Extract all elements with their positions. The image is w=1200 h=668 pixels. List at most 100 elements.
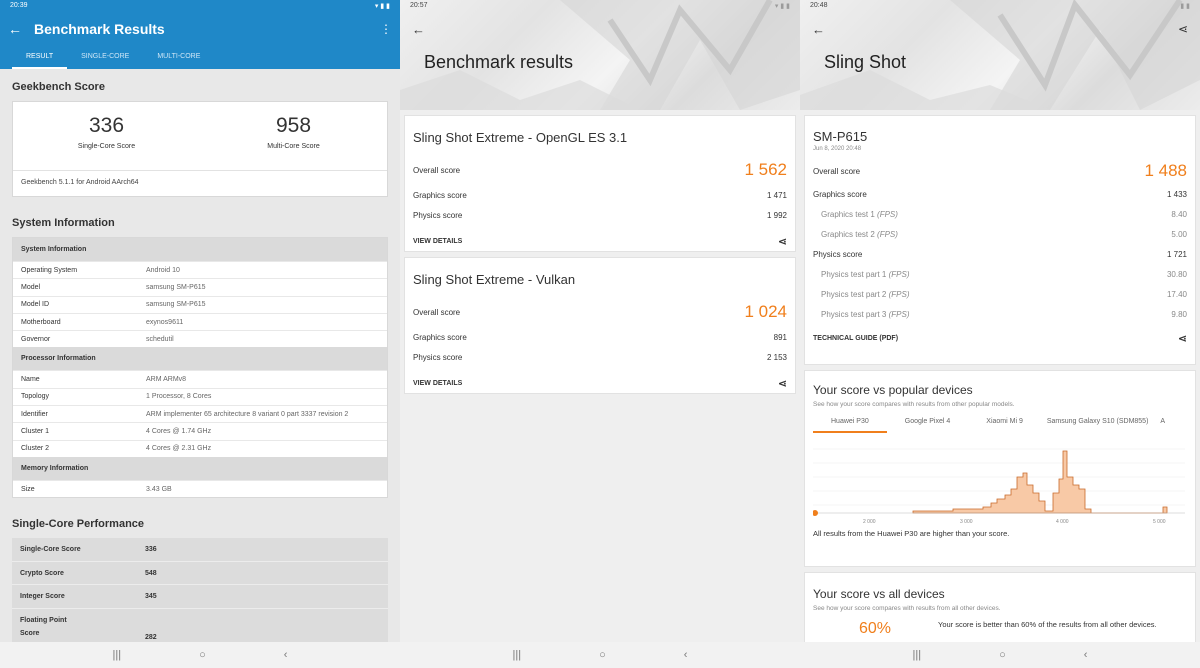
info-value: 4 Cores @ 1.74 GHz (146, 428, 212, 436)
tab-google-pixel-4[interactable]: Google Pixel 4 (904, 418, 951, 425)
tab-single-core[interactable]: SINGLE-CORE (81, 53, 130, 60)
back-button[interactable]: ‹ (683, 649, 688, 661)
info-row: Model samsung SM-P615 (13, 278, 387, 295)
physics-score-value: 2 153 (766, 352, 787, 362)
physics-test-2-value: 17.40 (1166, 289, 1187, 299)
back-arrow-icon[interactable]: ← (8, 21, 22, 37)
status-time: 20:48 (810, 2, 828, 9)
page-title: Sling Shot (824, 52, 907, 72)
benchmark-results-panel: 20:57 ▾ ▮ ▮ ← Benchmark results Sling Sh… (400, 0, 800, 668)
info-key: Cluster 1 (21, 428, 50, 436)
view-details-link[interactable]: VIEW DETAILS (413, 380, 463, 387)
info-key: Operating System (21, 266, 78, 274)
share-icon[interactable]: ⋖ (777, 236, 787, 248)
share-icon[interactable]: ⋖ (1177, 333, 1187, 345)
single-core-label: Single-Core Score (77, 143, 136, 150)
performance-key: Crypto Score (20, 569, 64, 577)
graphics-test-2-value: 5.00 (1171, 229, 1187, 239)
graphics-score-value: 1 471 (766, 190, 787, 200)
info-value: exynos9611 (146, 318, 184, 326)
back-button[interactable]: ‹ (283, 649, 288, 661)
back-arrow-icon[interactable]: ← (412, 22, 425, 37)
tab-samsung-galaxy-s10[interactable]: Samsung Galaxy S10 (SDM855) (1046, 418, 1149, 425)
info-key: Size (21, 485, 35, 493)
tab-huawei-p30[interactable]: Huawei P30 (813, 418, 887, 433)
physics-test-3-label: Physics test part 3 (FPS) (821, 309, 910, 319)
geekbench-version: Geekbench 5.1.1 for Android AArch64 (13, 170, 387, 196)
info-key: Motherboard (21, 318, 61, 326)
recents-button[interactable]: ||| (112, 649, 122, 661)
info-row: Cluster 2 4 Cores @ 2.31 GHz (13, 439, 387, 457)
info-value: schedutil (146, 335, 174, 343)
performance-value: 282 (145, 633, 157, 641)
result-date: Jun 8, 2020 20:48 (813, 146, 862, 152)
info-row: Size 3.43 GB (13, 479, 387, 497)
performance-key: Floating Point Score (20, 617, 145, 637)
performance-key: Single-Core Score (20, 546, 81, 554)
info-value: 4 Cores @ 2.31 GHz (146, 445, 212, 453)
info-key: Topology (21, 393, 50, 401)
popular-title: Your score vs popular devices (813, 383, 973, 397)
back-button[interactable]: ‹ (1083, 649, 1088, 661)
axis-tick-4000: 4 000 (1056, 519, 1069, 525)
tab-result[interactable]: RESULT (12, 45, 68, 69)
home-button[interactable]: ○ (199, 649, 206, 661)
share-icon[interactable]: ⋖ (777, 378, 787, 390)
percentile-value: 60% (859, 620, 892, 637)
app-bar: 20:39 ▾ ▮ ▮ ← Benchmark Results ⋮ RESULT… (0, 0, 400, 69)
home-button[interactable]: ○ (599, 649, 606, 661)
info-section-header: Processor Information (13, 347, 387, 371)
performance-row: Crypto Score 548 (12, 561, 388, 586)
score-detail-card: SM-P615 Jun 8, 2020 20:48 Overall score … (804, 115, 1196, 365)
graphics-test-1-label: Graphics test 1 (FPS) (821, 209, 898, 219)
performance-value: 345 (145, 593, 157, 601)
physics-score-label: Physics score (813, 249, 863, 259)
info-key: Name (21, 376, 40, 384)
info-row: Name ARM ARMv8 (13, 370, 387, 387)
axis-tick-5000: 5 000 (1153, 519, 1166, 525)
score-card: 336 Single-Core Score 958 Multi-Core Sco… (12, 101, 388, 197)
view-details-link[interactable]: VIEW DETAILS (413, 238, 463, 245)
sling-shot-panel: 20:48 ▾ ▮ ▮ ← ⋖ Sling Shot SM-P615 Jun 8… (800, 0, 1200, 668)
recents-button[interactable]: ||| (512, 649, 522, 661)
popular-devices-card: Your score vs popular devices See how yo… (804, 370, 1196, 567)
performance-value: 548 (145, 569, 157, 577)
single-core-score: 336 (88, 114, 125, 137)
info-row: Governor schedutil (13, 330, 387, 347)
geekbench-score-heading: Geekbench Score (12, 81, 105, 93)
graphics-test-1-value: 8.40 (1171, 209, 1187, 219)
more-vert-icon[interactable]: ⋮ (380, 22, 392, 36)
physics-score-value: 1 721 (1166, 249, 1187, 259)
status-time: 20:57 (410, 2, 428, 9)
performance-key-line2: Score (20, 630, 40, 638)
share-icon[interactable]: ⋖ (1177, 22, 1188, 36)
device-tabs: Huawei P30 Google Pixel 4 Xiaomi Mi 9 Sa… (813, 418, 1187, 433)
tab-multi-core[interactable]: MULTI-CORE (157, 53, 201, 60)
tab-xiaomi-mi-9[interactable]: Xiaomi Mi 9 (986, 418, 1023, 425)
recents-button[interactable]: ||| (912, 649, 922, 661)
info-row: Cluster 1 4 Cores @ 1.74 GHz (13, 422, 387, 439)
distribution-area (912, 450, 1168, 514)
overall-score-label: Overall score (413, 307, 461, 317)
result-card[interactable]: Sling Shot Extreme - Vulkan Overall score… (404, 257, 796, 394)
multi-core-score: 958 (275, 114, 312, 137)
hero-header: 20:48 ▾ ▮ ▮ ← ⋖ Sling Shot (800, 0, 1200, 110)
result-card[interactable]: Sling Shot Extreme - OpenGL ES 3.1 Overal… (404, 115, 796, 252)
graphics-score-label: Graphics score (413, 332, 467, 342)
info-key: Cluster 2 (21, 445, 50, 453)
hero-header: 20:57 ▾ ▮ ▮ ← Benchmark results (400, 0, 800, 110)
all-devices-card: Your score vs all devices See how your s… (804, 572, 1196, 652)
info-key: Governor (21, 335, 51, 343)
info-row: Model ID samsung SM-P615 (13, 295, 387, 313)
back-arrow-icon[interactable]: ← (812, 22, 825, 37)
technical-guide-link[interactable]: TECHNICAL GUIDE (PDF) (813, 335, 899, 342)
info-key: Identifier (21, 410, 48, 418)
home-button[interactable]: ○ (999, 649, 1006, 661)
system-info-table: System Information Operating System Androi… (12, 237, 388, 499)
performance-value: 336 (145, 546, 157, 554)
your-score-marker (813, 510, 818, 516)
device-name: SM-P615 (813, 129, 868, 144)
performance-key-line1: Floating Point (20, 617, 67, 625)
physics-score-value: 1 992 (766, 210, 787, 220)
tab-more[interactable]: A (1160, 418, 1166, 425)
